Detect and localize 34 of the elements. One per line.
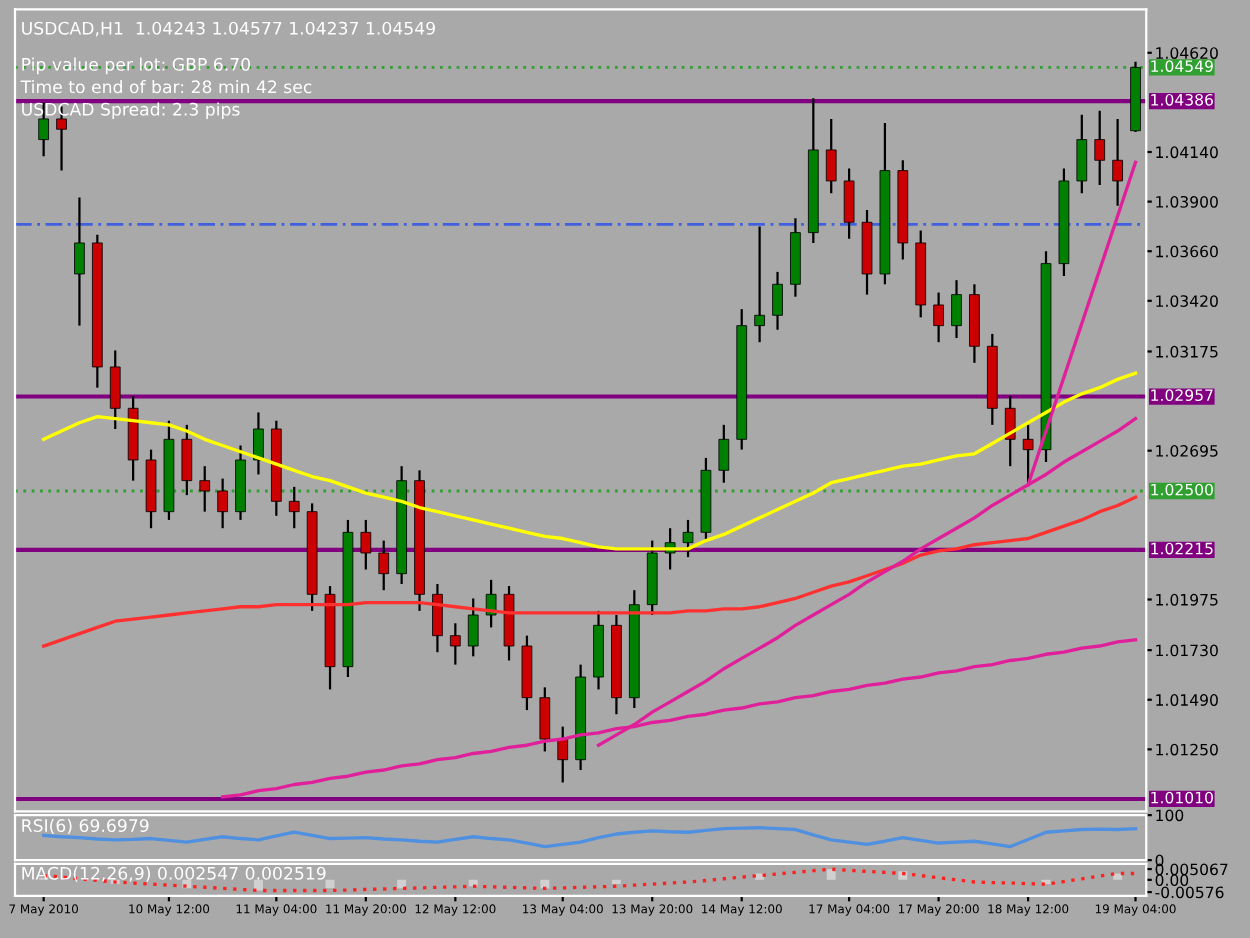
candlestick — [933, 291, 944, 344]
candlestick — [1112, 117, 1123, 207]
candlestick — [467, 597, 479, 658]
annotation: Time to end of bar: 28 min 42 sec — [20, 79, 312, 94]
line-series — [41, 371, 1138, 551]
candlestick — [1094, 109, 1106, 187]
candlestick — [951, 279, 962, 340]
candlestick — [109, 349, 121, 431]
chart-title: MACD(12,26,9) 0.002547 0.002519 — [22, 866, 326, 882]
candlestick — [360, 518, 372, 571]
candlestick — [199, 465, 211, 513]
candlestick — [825, 117, 837, 195]
candlestick — [1076, 113, 1088, 195]
text: USDCAD,H1 1.04243 1.04577 1.04237 1.04549 — [22, 21, 435, 37]
candlestick — [1022, 423, 1034, 486]
candlestick — [181, 423, 193, 497]
line-series — [41, 495, 1138, 648]
candlestick — [843, 167, 855, 240]
candlestick — [253, 411, 264, 476]
candlestick — [754, 225, 765, 344]
candlestick — [682, 518, 694, 559]
candlestick — [432, 582, 443, 654]
candlestick — [539, 686, 551, 753]
annotation: Pip value per lot: GBP 6.70 — [22, 57, 251, 75]
candlestick — [718, 423, 730, 484]
candlestick — [288, 485, 300, 530]
candlestick — [772, 270, 783, 331]
candlestick — [217, 477, 228, 530]
chart-title: RSI(6) 69.6979 — [22, 818, 149, 835]
candlestick — [378, 539, 390, 592]
candlestick — [557, 725, 569, 784]
candlestick — [1004, 394, 1016, 468]
candlestick — [74, 196, 85, 327]
candlestick — [449, 622, 461, 666]
